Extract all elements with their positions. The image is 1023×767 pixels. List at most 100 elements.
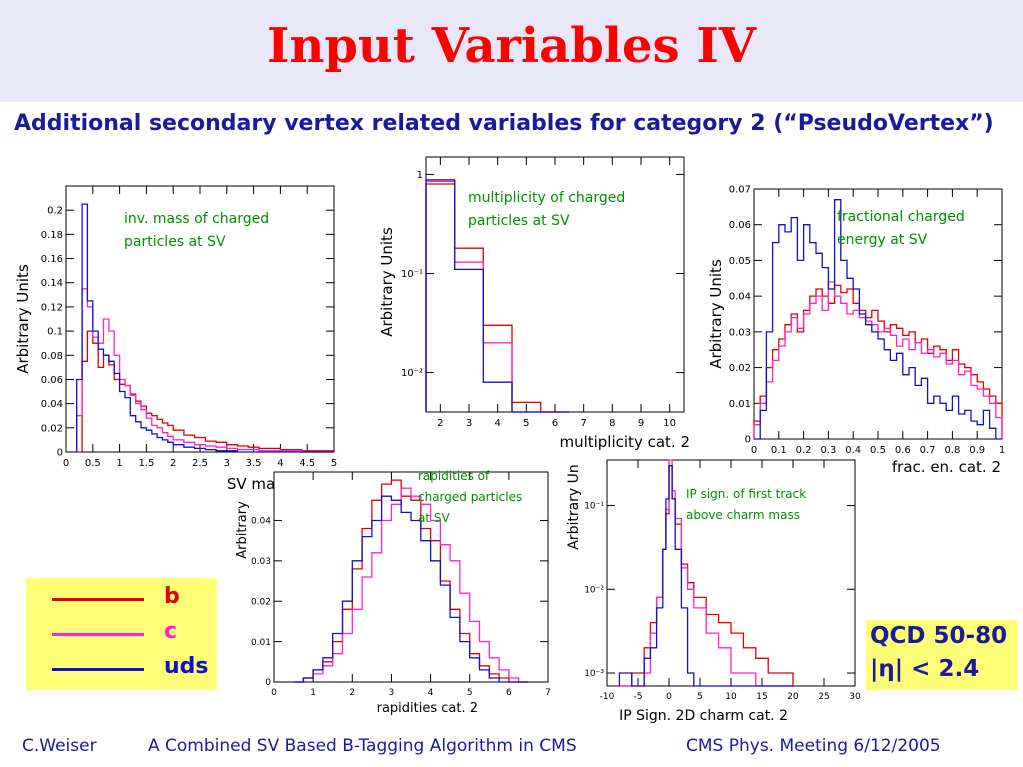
y-tick-label: 0.06 [729, 220, 751, 231]
legend: b c uds [26, 578, 217, 690]
plot-frame [65, 185, 335, 453]
x-tick-label: -5 [634, 692, 643, 702]
x-tick-label: 0 [271, 688, 277, 698]
y-tick-label: 1 [417, 170, 423, 181]
legend-item-c: c [26, 617, 217, 651]
x-tick-label: 6 [506, 688, 512, 698]
x-tick-label: 1.5 [138, 458, 154, 469]
y-tick-label: 0 [57, 448, 63, 459]
y-tick-label: 0.2 [47, 206, 63, 217]
y-tick-label: 10⁻¹ [401, 269, 423, 280]
x-tick-label: 0.4 [845, 445, 861, 456]
legend-item-b: b [26, 582, 217, 616]
y-tick-label: 0.14 [41, 278, 63, 289]
y-axis-title: Arbitrary [235, 501, 250, 559]
x-tick-label: 2 [349, 688, 355, 698]
y-tick-label: 0.03 [251, 557, 271, 567]
x-tick-label: 0.8 [944, 445, 960, 456]
y-tick-label: 10⁻¹ [584, 502, 604, 512]
x-tick-label: 5 [697, 692, 703, 702]
x-tick-label: 0.5 [870, 445, 886, 456]
x-tick-label: 0.6 [895, 445, 911, 456]
chart-annotation: at SV [418, 511, 450, 525]
x-tick-label: 9 [638, 418, 644, 429]
y-tick-label: 0.01 [251, 638, 271, 648]
y-axis-title: Arbitrary Units [14, 264, 32, 374]
chart-annotation: fractional charged [837, 209, 965, 225]
y-tick-label: 0.04 [251, 517, 271, 527]
chart-annotation: rapidities of [418, 469, 490, 483]
page-title: Input Variables IV [266, 18, 757, 74]
footer-author: C.Weiser [22, 736, 97, 756]
y-tick-label: 0.04 [729, 292, 751, 303]
histogram-c [619, 459, 793, 687]
histogram-c [753, 281, 1003, 439]
y-tick-label: 10⁻³ [584, 669, 604, 679]
x-tick-label: 4 [277, 458, 283, 469]
y-axis-title: Arbitrary Un [566, 464, 582, 550]
y-tick-label: 10⁻² [401, 368, 423, 379]
x-tick-label: 0 [751, 445, 757, 456]
x-tick-label: 0 [63, 458, 69, 469]
x-tick-label: -10 [600, 692, 615, 702]
footer: C.Weiser A Combined SV Based B-Tagging A… [0, 736, 1023, 760]
x-tick-label: 20 [787, 692, 799, 702]
x-tick-label: 10 [725, 692, 737, 702]
info-box-line2: |η| < 2.4 [870, 656, 980, 682]
x-tick-label: 3 [466, 418, 472, 429]
x-tick-label: 6 [552, 418, 558, 429]
x-tick-label: 1 [310, 688, 316, 698]
x-tick-label: 4 [428, 688, 434, 698]
chart-annotation: particles at SV [124, 234, 226, 250]
x-tick-label: 2 [170, 458, 176, 469]
histogram-uds [754, 199, 1002, 440]
histogram-b [753, 284, 1003, 439]
legend-label-uds: uds [164, 654, 209, 679]
y-tick-label: 0.06 [41, 375, 63, 386]
chart-fractional-energy: 0 0.1 0.2 0.3 0.4 0.5 0.6 0.7 0.8 0.9 1 0 0.01 0.02 0.… [707, 185, 1005, 477]
chart-sv-mass: 0 0.5 1 1.5 2 2.5 3 3.5 4 4.5 5 0 0.02 0.04 0.06 0.08 0.… [14, 185, 338, 493]
x-tick-label: 1 [999, 445, 1005, 456]
y-tick-label: 0.02 [41, 423, 63, 434]
footer-meeting: CMS Phys. Meeting 6/12/2005 [686, 736, 941, 756]
title-band [0, 0, 1023, 102]
y-tick-label: 0.12 [41, 302, 63, 313]
chart-annotation: IP sign. of first track [686, 487, 806, 501]
histogram-uds [618, 464, 793, 687]
x-tick-label: 2 [437, 418, 443, 429]
x-tick-label: 0.9 [969, 445, 985, 456]
chart-annotation: particles at SV [468, 213, 570, 229]
x-axis-title: rapidities cat. 2 [377, 701, 478, 716]
y-tick-label: 0.16 [41, 254, 63, 265]
x-tick-label: 0.2 [796, 445, 812, 456]
info-box: QCD 50-80 |η| < 2.4 [866, 620, 1018, 690]
y-tick-label: 0.07 [729, 185, 751, 196]
x-tick-label: 7 [545, 688, 551, 698]
y-tick-label: 10⁻² [584, 585, 604, 595]
y-tick-label: 0.08 [41, 351, 63, 362]
x-tick-label: 3.5 [246, 458, 262, 469]
chart-annotation: above charm mass [686, 508, 800, 522]
chart-annotation: charged particles [418, 490, 522, 504]
x-tick-label: 15 [756, 692, 767, 702]
legend-label-c: c [164, 619, 178, 644]
y-tick-label: 0.05 [729, 256, 751, 267]
x-tick-label: 0.3 [820, 445, 836, 456]
histogram-uds [425, 179, 570, 413]
y-axis-title: Arbitrary Units [707, 259, 725, 369]
y-tick-label: 0.02 [251, 597, 271, 607]
y-tick-label: 0.18 [41, 230, 63, 241]
info-box-line1: QCD 50-80 [870, 623, 1008, 649]
x-tick-label: 30 [849, 692, 861, 702]
x-tick-label: 5 [331, 458, 337, 469]
x-tick-label: 7 [580, 418, 586, 429]
x-tick-label: 10 [663, 418, 676, 429]
chart-annotation: energy at SV [837, 232, 928, 248]
x-tick-label: 1 [116, 458, 122, 469]
x-tick-label: 4 [494, 418, 500, 429]
plot-frame [425, 156, 685, 413]
y-tick-label: 0 [265, 678, 271, 688]
page-subtitle: Additional secondary vertex related vari… [14, 111, 994, 136]
x-axis-title: IP Sign. 2D charm cat. 2 [619, 708, 788, 724]
